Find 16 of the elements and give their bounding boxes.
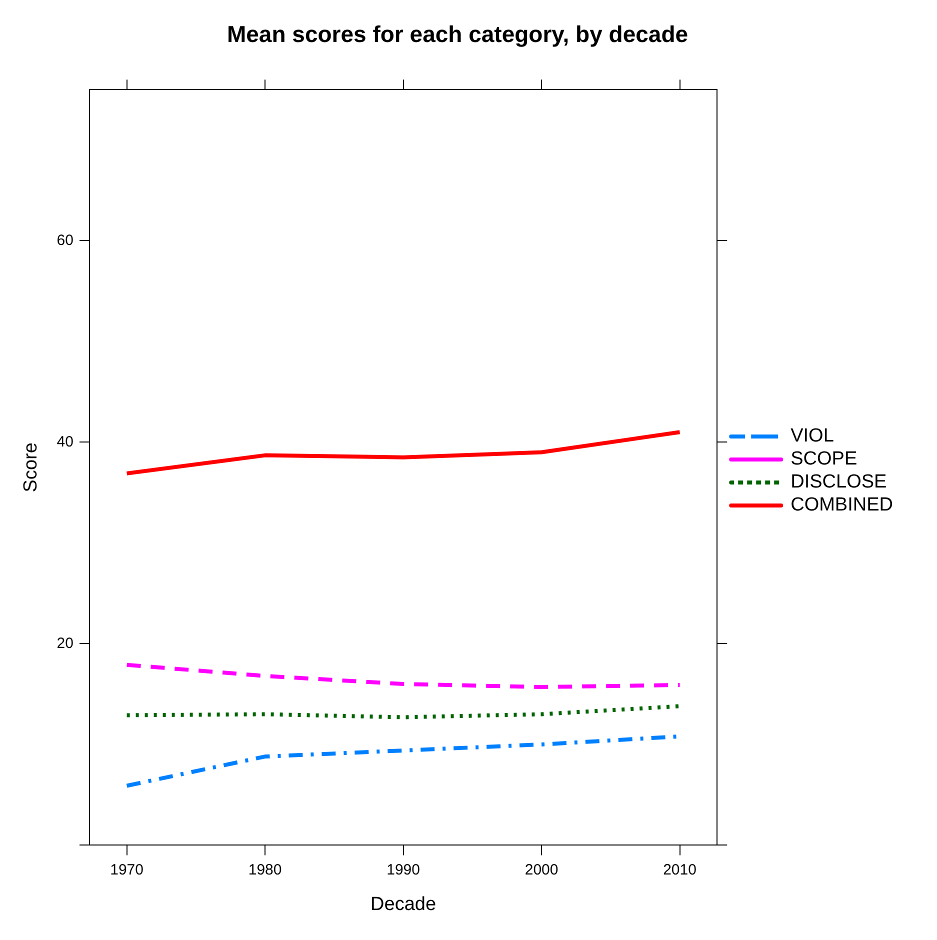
legend-label: SCOPE — [790, 448, 858, 470]
legend-label: VIOL — [790, 426, 834, 447]
y-axis-title: Score — [20, 442, 42, 492]
legend-label: COMBINED — [790, 494, 894, 516]
x-tick-label: 1990 — [386, 861, 420, 878]
x-axis-title: Decade — [370, 894, 436, 915]
y-tick-label: 60 — [56, 232, 74, 249]
line-series — [124, 662, 682, 690]
x-tick-label: 2010 — [663, 861, 696, 878]
x-tick-label: 1980 — [248, 861, 282, 878]
y-tick-label: 20 — [56, 634, 74, 652]
x-tick-label: 1970 — [110, 861, 144, 878]
legend-label: DISCLOSE — [790, 472, 887, 493]
x-tick-label: 2000 — [524, 861, 558, 878]
chart-title: Mean scores for each category, by decade — [226, 21, 688, 48]
y-tick-label: 40 — [56, 433, 74, 450]
